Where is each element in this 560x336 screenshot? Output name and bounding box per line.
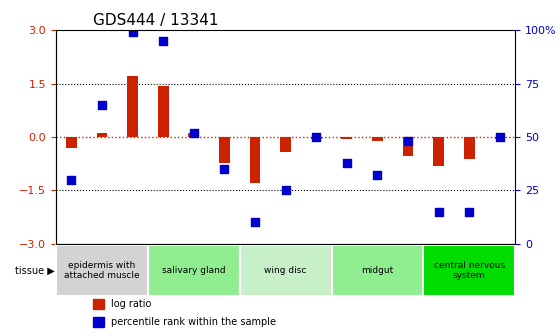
Bar [311,137,321,139]
Point [281,188,290,193]
Text: wing disc: wing disc [264,266,307,275]
Point [373,173,382,178]
Bar [127,76,138,137]
Bar [93,299,104,309]
FancyBboxPatch shape [332,245,423,296]
Bar [342,137,352,139]
Point [342,160,351,165]
Bar [158,86,169,137]
FancyBboxPatch shape [423,245,515,296]
FancyBboxPatch shape [56,245,148,296]
Text: GDS444 / 13341: GDS444 / 13341 [93,13,218,28]
Bar [96,133,108,137]
Point [312,134,321,140]
Bar [66,137,77,148]
Point [404,139,413,144]
Bar [93,317,104,327]
Point [220,166,229,172]
Bar [433,137,444,166]
Bar [464,137,475,159]
Bar [188,133,199,137]
Text: percentile rank within the sample: percentile rank within the sample [111,317,276,327]
Point [496,134,505,140]
Text: central nervous
system: central nervous system [433,261,505,280]
Point [434,209,443,214]
Bar [280,137,291,152]
Bar [250,137,260,183]
FancyBboxPatch shape [148,245,240,296]
Point [67,177,76,182]
Bar [494,137,505,139]
Bar [219,137,230,163]
Point [189,130,198,135]
Bar [372,137,383,140]
Point [97,102,106,108]
Bar [403,137,413,156]
FancyBboxPatch shape [240,245,332,296]
Text: epidermis with
attached muscle: epidermis with attached muscle [64,261,140,280]
Point [128,30,137,35]
Text: midgut: midgut [361,266,394,275]
Point [465,209,474,214]
Text: log ratio: log ratio [111,299,151,309]
Point [158,38,167,44]
Point [250,220,259,225]
Text: tissue ▶: tissue ▶ [15,265,54,276]
Text: salivary gland: salivary gland [162,266,226,275]
